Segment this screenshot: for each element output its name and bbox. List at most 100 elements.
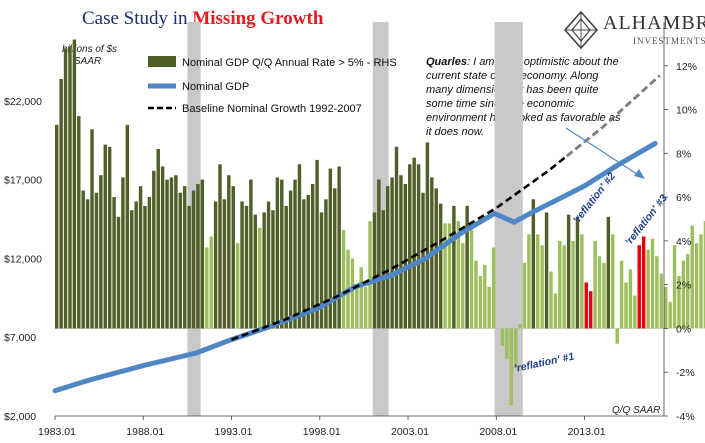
growth-bar (275, 177, 280, 329)
growth-bar (68, 46, 72, 329)
growth-bar (359, 267, 363, 329)
x-tick-label: 1988.01 (126, 426, 164, 438)
growth-bar (703, 221, 705, 329)
growth-bar (611, 234, 615, 329)
nominal-gdp-line (52, 140, 658, 394)
growth-bar (156, 148, 160, 329)
right-tick-label: 4% (676, 236, 691, 248)
left-unit-line-2: SAAR (74, 56, 102, 67)
left-axis-unit-label: billions of $s SAAR (62, 44, 117, 68)
x-tick-label: 2003.01 (391, 426, 429, 438)
growth-bar (249, 179, 253, 329)
growth-bar (505, 328, 509, 360)
growth-bar (372, 212, 377, 329)
growth-bar (513, 328, 518, 368)
growth-bar (240, 201, 244, 329)
logo-subtitle: INVESTMENTS (633, 36, 705, 46)
growth-bar (549, 271, 553, 329)
growth-bar (408, 164, 412, 329)
growth-bar (107, 146, 112, 329)
title-prefix: Case Study in (82, 8, 193, 29)
growth-bar (377, 179, 381, 329)
alhambra-logo: ALHAMBRA INVESTMENTS (563, 10, 705, 50)
growth-bar (112, 197, 116, 329)
growth-bar (59, 78, 63, 329)
growth-bar (544, 212, 549, 329)
growth-bar (562, 245, 566, 329)
x-tick-label: 1998.01 (303, 426, 341, 438)
growth-bar (341, 229, 346, 329)
growth-bar (306, 194, 310, 329)
growth-bar (681, 260, 686, 329)
growth-bar (293, 179, 297, 329)
growth-bar (363, 286, 368, 329)
growth-bar (222, 199, 227, 329)
growth-bar (443, 223, 447, 329)
growth-bar (628, 269, 633, 329)
growth-bar (355, 284, 359, 329)
growth-bar (196, 183, 200, 329)
growth-bar (319, 212, 324, 329)
growth-bar (633, 295, 637, 329)
growth-bar (77, 116, 81, 329)
growth-bar (412, 157, 416, 329)
growth-bar (147, 197, 152, 329)
growth-bar (602, 262, 606, 329)
right-tick-label: 0% (676, 323, 691, 335)
growth-bar (302, 199, 306, 329)
growth-bar (310, 183, 315, 329)
left-tick-label: $22,000 (4, 96, 42, 108)
quote-arrow (565, 127, 641, 177)
right-tick-label: -4% (676, 411, 695, 423)
growth-bar (491, 247, 496, 329)
growth-bar (271, 210, 275, 329)
growth-bar (655, 256, 659, 329)
growth-bar (169, 177, 174, 329)
right-tick-label: 10% (676, 105, 697, 117)
growth-bar (606, 216, 611, 329)
growth-bar (580, 234, 584, 329)
growth-bar (205, 247, 209, 329)
growth-bar (333, 188, 337, 329)
growth-bar (637, 245, 641, 329)
growth-bar (63, 48, 68, 329)
growth-bar (536, 234, 540, 329)
baseline-growth-line (231, 154, 568, 341)
legend-label: Nominal GDP Q/Q Annual Rate > 5% - RHS (182, 57, 397, 69)
legend-label: Baseline Nominal Growth 1992-2007 (182, 103, 362, 115)
growth-bar (227, 175, 231, 329)
growth-bar (624, 282, 628, 329)
growth-bar (85, 199, 90, 329)
growth-bar (650, 238, 655, 329)
growth-bar (213, 201, 218, 329)
growth-bar (178, 192, 183, 329)
growth-bar (641, 236, 646, 329)
growth-bar (456, 221, 461, 329)
growth-bar (152, 170, 156, 329)
growth-bar (99, 175, 103, 329)
growth-bar (315, 159, 319, 329)
x-tick-label: 1983.01 (38, 426, 76, 438)
growth-bar (209, 236, 213, 329)
growth-bar (452, 205, 456, 329)
growth-bar (368, 221, 372, 329)
growth-bar (553, 293, 558, 329)
growth-bar (258, 227, 262, 329)
growth-bar (134, 201, 138, 329)
left-tick-label: $7,000 (4, 332, 36, 344)
growth-bar (262, 212, 266, 329)
right-tick-label: 12% (676, 61, 697, 73)
growth-bar (483, 264, 487, 329)
growth-bar (659, 273, 664, 329)
growth-bar (160, 166, 165, 329)
growth-bar (690, 225, 694, 329)
x-tick-label: 1993.01 (215, 426, 253, 438)
growth-bar (72, 39, 77, 329)
growth-bar (191, 190, 196, 329)
growth-bar (103, 144, 107, 329)
growth-bar (584, 282, 589, 329)
right-tick-label: 8% (676, 148, 691, 160)
growth-bar (438, 203, 443, 329)
growth-bar (297, 164, 302, 329)
